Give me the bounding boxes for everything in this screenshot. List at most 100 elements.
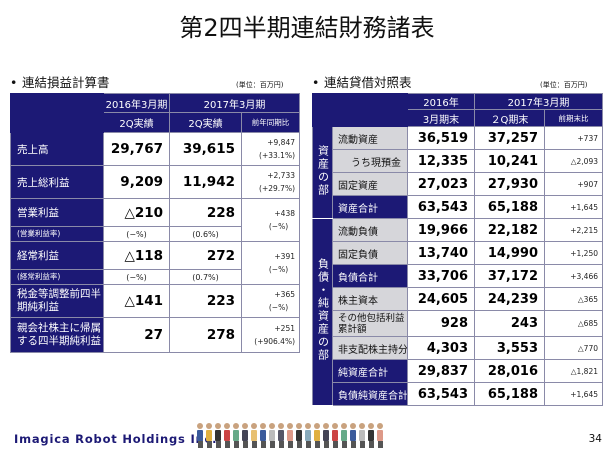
table-row: 経常利益 △118 272 +391 (−%) xyxy=(10,241,300,285)
value-2016: △141 xyxy=(103,284,170,318)
row-label: 資産合計 xyxy=(332,195,408,219)
bs-header-2017: 2017年3月期 xyxy=(474,93,603,110)
table-row: 親会社株主に帰属する四半期純利益 27 278 +251 (+906.4%) xyxy=(10,317,300,353)
table-row: 資産の部 流動資産 36,519 37,257 +737 xyxy=(312,126,603,219)
row-label: 税金等調整前四半期純利益 xyxy=(10,284,104,318)
row-label: 負債合計 xyxy=(332,264,408,288)
table-row: 負債純資産合計 63,543 65,188 +1,645 xyxy=(313,382,603,406)
company-logo: Imagica Robot Holdings Inc. xyxy=(14,432,218,446)
pl-sub-2016: 2Q実績 xyxy=(103,112,170,133)
table-row: その他包括利益累計額 928 243 △685 xyxy=(313,310,603,337)
bs-heading: • 連結貸借対照表 xyxy=(312,75,412,90)
value-2016: 9,209 xyxy=(103,165,170,199)
balance-sheet-table: 2016年 2017年3月期 3月期末 ２Q期末 前期末比 資産の部 流動資産 … xyxy=(312,93,603,406)
table-row: 負債合計 33,706 37,172 +3,466 xyxy=(313,264,603,288)
row-label: 非支配株主持分 xyxy=(332,336,408,360)
row-label: 負債純資産合計 xyxy=(332,382,408,406)
value-2017: 22,182 xyxy=(474,218,545,242)
bs-sub-change: 前期末比 xyxy=(544,109,603,127)
row-label: 固定資産 xyxy=(332,172,408,196)
assets-side-label: 資産の部 xyxy=(312,126,333,219)
row-label: 純資産合計 xyxy=(332,359,408,383)
value-2017: 11,942 xyxy=(169,165,242,199)
value-2016: 27 xyxy=(103,317,170,353)
change-cell: +365 (−%) xyxy=(241,284,300,318)
row-label: (営業利益率) xyxy=(10,226,104,242)
value-2016: 19,966 xyxy=(407,218,475,242)
value-2016: 29,837 xyxy=(407,359,475,383)
change-cell: △2,093 xyxy=(544,149,603,173)
change-cell: +9,847 (+33.1%) xyxy=(241,132,300,166)
pl-sub-yoy: 前年同期比 xyxy=(241,112,300,133)
row-label: 売上高 xyxy=(10,132,104,166)
value-2017: 39,615 xyxy=(169,132,242,166)
value-2016: 33,706 xyxy=(407,264,475,288)
value-2016: 29,767 xyxy=(103,132,170,166)
value-2016: △118 xyxy=(103,241,170,270)
table-row: 売上高 29,767 39,615 +9,847 (+33.1%) xyxy=(10,132,300,166)
value-2017: 24,239 xyxy=(474,287,545,311)
liabilities-side-label: 負債・純資産の部 xyxy=(312,218,333,406)
row-label: その他包括利益累計額 xyxy=(332,310,408,337)
value-2017: 3,553 xyxy=(474,336,545,360)
value-2016: 63,543 xyxy=(407,382,475,406)
value-2017: 37,257 xyxy=(474,126,545,150)
row-label: 経常利益 xyxy=(10,241,104,270)
value-2016: 36,519 xyxy=(407,126,475,150)
change-cell: +2,215 xyxy=(544,218,603,242)
change-cell: +3,466 xyxy=(544,264,603,288)
people-illustration xyxy=(196,422,384,448)
pl-header-2016: 2016年3月期 xyxy=(103,93,170,113)
value-2017: 27,930 xyxy=(474,172,545,196)
table-row: 純資産合計 29,837 28,016 △1,821 xyxy=(313,359,603,383)
row-label: 売上総利益 xyxy=(10,165,104,199)
value-2017: 228 xyxy=(169,198,242,227)
value-2016: 4,303 xyxy=(407,336,475,360)
change-cell: +438 (−%) xyxy=(241,198,300,242)
table-row: 負債・純資産の部 流動負債 19,966 22,182 +2,215 xyxy=(312,218,603,406)
pl-heading: • 連結損益計算書 xyxy=(10,75,110,90)
change-cell: +1,250 xyxy=(544,241,603,265)
value-2017: 14,990 xyxy=(474,241,545,265)
value-2017: 10,241 xyxy=(474,149,545,173)
table-row: 税金等調整前四半期純利益 △141 223 +365 (−%) xyxy=(10,284,300,318)
bs-corner xyxy=(312,93,408,127)
rate-2017: (0.6%) xyxy=(169,226,242,242)
value-2017: 278 xyxy=(169,317,242,353)
value-2017: 65,188 xyxy=(474,382,545,406)
change-cell: +737 xyxy=(544,126,603,150)
value-2016: 24,605 xyxy=(407,287,475,311)
change-cell: △365 xyxy=(544,287,603,311)
change-cell: +907 xyxy=(544,172,603,196)
value-2017: 223 xyxy=(169,284,242,318)
change-cell: +391 (−%) xyxy=(241,241,300,285)
table-row: 固定負債 13,740 14,990 +1,250 xyxy=(313,241,603,265)
change-cell: △1,821 xyxy=(544,359,603,383)
table-row: 株主資本 24,605 24,239 △365 xyxy=(313,287,603,311)
table-row: うち現預金 12,335 10,241 △2,093 xyxy=(313,149,603,173)
value-2016: 63,543 xyxy=(407,195,475,219)
pl-sub-2017: 2Q実績 xyxy=(169,112,242,133)
value-2016: △210 xyxy=(103,198,170,227)
value-2017: 243 xyxy=(474,310,545,337)
pl-corner xyxy=(10,93,104,133)
row-label: 流動資産 xyxy=(332,126,408,150)
rate-2016: (−%) xyxy=(103,226,170,242)
table-row: 資産合計 63,543 65,188 +1,645 xyxy=(313,195,603,219)
table-row: 売上総利益 9,209 11,942 +2,733 (+29.7%) xyxy=(10,165,300,199)
page-title: 第2四半期連結財務諸表 xyxy=(179,14,435,42)
income-statement-table: 2016年3月期 2017年3月期 2Q実績 2Q実績 前年同期比 売上高 29… xyxy=(10,93,300,353)
pl-header-2017: 2017年3月期 xyxy=(169,93,300,113)
value-2016: 27,023 xyxy=(407,172,475,196)
table-row: 固定資産 27,023 27,930 +907 xyxy=(313,172,603,196)
row-label: 流動負債 xyxy=(332,218,408,242)
pl-unit: (単位：百万円) xyxy=(236,81,284,89)
bs-heading-text: 連結貸借対照表 xyxy=(324,75,412,90)
value-2016: 13,740 xyxy=(407,241,475,265)
change-cell: +251 (+906.4%) xyxy=(241,317,300,353)
value-2017: 272 xyxy=(169,241,242,270)
value-2017: 37,172 xyxy=(474,264,545,288)
bs-sub-2016: 3月期末 xyxy=(407,109,475,127)
bs-header-2016: 2016年 xyxy=(407,93,475,110)
bs-sub-2017: ２Q期末 xyxy=(474,109,545,127)
